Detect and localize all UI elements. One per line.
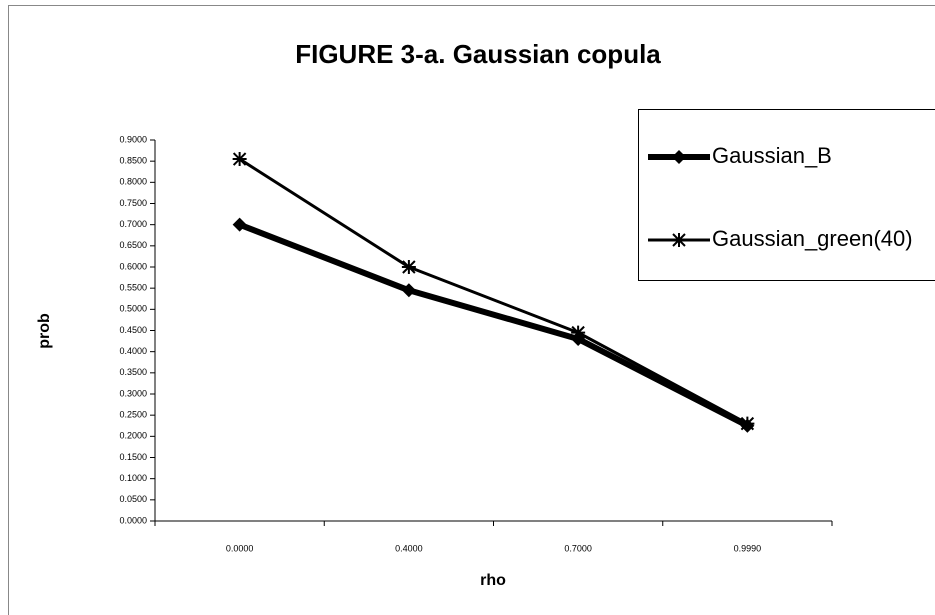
x-axis-label: rho xyxy=(480,572,506,589)
x-tick-label: 0.4000 xyxy=(395,543,423,553)
y-tick-label: 0.7000 xyxy=(119,219,147,229)
chart-title: FIGURE 3-a. Gaussian copula xyxy=(295,39,661,69)
y-tick-label: 0.8000 xyxy=(119,177,147,187)
y-tick-label: 0.4500 xyxy=(119,325,147,335)
y-tick-label: 0.5500 xyxy=(119,283,147,293)
legend-label: Gaussian_B xyxy=(712,143,832,168)
y-tick-label: 0.4000 xyxy=(119,346,147,356)
legend-label: Gaussian_green(40) xyxy=(712,226,913,251)
marker xyxy=(672,233,686,247)
marker xyxy=(571,325,586,340)
series-line xyxy=(238,221,749,429)
y-tick-label: 0.6000 xyxy=(119,261,147,271)
y-tick-label: 0.6500 xyxy=(119,240,147,250)
y-tick-label: 0.5000 xyxy=(119,304,147,314)
y-tick-label: 0.3500 xyxy=(119,367,147,377)
x-tick-label: 0.0000 xyxy=(226,543,254,553)
y-tick-label: 0.8500 xyxy=(119,156,147,166)
y-tick-label: 0.9000 xyxy=(119,134,147,144)
y-tick-label: 0.1500 xyxy=(119,452,147,462)
marker xyxy=(232,217,247,232)
legend-box xyxy=(638,109,935,281)
marker xyxy=(672,150,686,164)
marker xyxy=(401,283,416,298)
y-tick-label: 0.2000 xyxy=(119,431,147,441)
x-tick-label: 0.7000 xyxy=(564,543,592,553)
y-tick-label: 0.7500 xyxy=(119,198,147,208)
y-tick-label: 0.0000 xyxy=(119,515,147,525)
marker xyxy=(740,416,755,431)
chart-frame xyxy=(8,5,935,615)
y-tick-label: 0.3000 xyxy=(119,388,147,398)
x-tick-label: 0.9990 xyxy=(734,543,762,553)
y-tick-label: 0.0500 xyxy=(119,494,147,504)
y-tick-label: 0.1000 xyxy=(119,473,147,483)
series-line xyxy=(238,157,749,425)
y-axis-label: prob xyxy=(36,313,53,349)
marker xyxy=(232,152,247,167)
y-tick-label: 0.2500 xyxy=(119,410,147,420)
marker xyxy=(401,260,416,274)
